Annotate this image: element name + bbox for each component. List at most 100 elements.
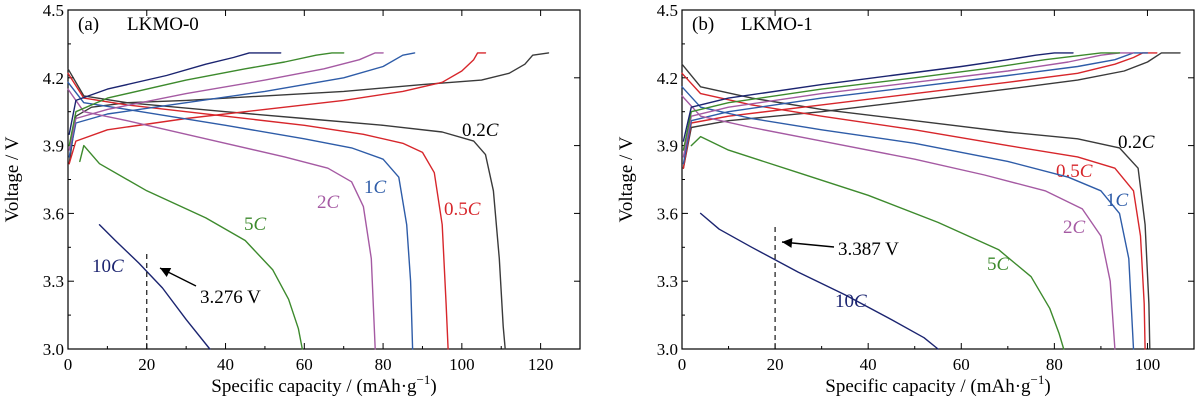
series-label-10C: 10C bbox=[92, 256, 124, 277]
series-label-unit: C bbox=[997, 254, 1010, 275]
series-label-rate: 1 bbox=[364, 177, 374, 198]
series-label-rate: 0.5 bbox=[444, 199, 468, 220]
y-tick-label: 3.3 bbox=[43, 272, 64, 291]
x-tick-label: 80 bbox=[375, 355, 392, 374]
series-label-rate: 5 bbox=[987, 254, 997, 275]
y-tick-label: 3.3 bbox=[657, 272, 678, 291]
x-tick-label: 100 bbox=[449, 355, 475, 374]
series-label-2C: 2C bbox=[317, 192, 340, 213]
y-axis-label: Voltage / V bbox=[2, 136, 23, 222]
y-tick-label: 3.6 bbox=[657, 204, 678, 223]
series-label-unit: C bbox=[111, 256, 124, 277]
y-axis-label: Voltage / V bbox=[616, 136, 637, 222]
series-label-rate: 2 bbox=[1063, 217, 1073, 238]
series-0.2C-discharge-curve bbox=[67, 68, 506, 350]
series-0.2C-charge-curve bbox=[682, 52, 1181, 169]
series-10C-discharge-curve bbox=[699, 212, 939, 350]
series-2C-charge-curve bbox=[682, 52, 1135, 158]
plot-frame bbox=[681, 9, 1195, 350]
series-5C-charge-curve bbox=[682, 52, 1121, 151]
series-0.5C-charge-curve bbox=[68, 52, 487, 165]
series-label-unit: C bbox=[1073, 217, 1086, 238]
y-tick-label: 3.0 bbox=[43, 340, 64, 359]
series-label-5C: 5C bbox=[987, 254, 1010, 275]
x-tick-label: 40 bbox=[217, 355, 234, 374]
series-2C-charge-curve bbox=[68, 52, 384, 151]
series-label-unit: C bbox=[1116, 190, 1129, 211]
series-label-rate: 2 bbox=[317, 192, 327, 213]
series-label-rate: 5 bbox=[244, 214, 254, 235]
series-label-1C: 1C bbox=[1106, 190, 1129, 211]
series-0.2C-discharge-curve bbox=[681, 63, 1151, 350]
x-tick-label: 0 bbox=[678, 355, 687, 374]
series-10C-charge-curve bbox=[682, 52, 1074, 142]
x-tick-label: 20 bbox=[767, 355, 784, 374]
x-tick-label: 60 bbox=[296, 355, 313, 374]
x-tick-label: 100 bbox=[1135, 355, 1161, 374]
y-tick-label: 3.0 bbox=[657, 340, 678, 359]
series-label-rate: 0.2 bbox=[1118, 132, 1142, 153]
series-0.2C-charge-curve bbox=[68, 52, 550, 165]
series-label-5C: 5C bbox=[244, 214, 267, 235]
series-label-0.5C: 0.5C bbox=[444, 199, 481, 220]
series-label-rate: 0.2 bbox=[462, 120, 486, 141]
x-axis-label: Specific capacity / (mAh·g−1) bbox=[211, 372, 436, 397]
x-axis-label-main: Specific capacity / (mAh·g bbox=[211, 376, 417, 397]
annotation-arrowhead bbox=[160, 268, 172, 277]
x-axis-label-superscript: −1 bbox=[417, 372, 431, 387]
series-0.5C-discharge-curve bbox=[681, 72, 1146, 350]
series-label-unit: C bbox=[1142, 132, 1155, 153]
series-1C-charge-curve bbox=[682, 52, 1149, 165]
x-tick-label: 0 bbox=[64, 355, 73, 374]
x-axis-label-end: ) bbox=[1044, 376, 1050, 397]
y-tick-label: 4.5 bbox=[43, 1, 64, 20]
series-label-rate: 1 bbox=[1106, 190, 1116, 211]
series-label-unit: C bbox=[254, 214, 267, 235]
series-label-unit: C bbox=[327, 192, 340, 213]
series-label-1C: 1C bbox=[364, 177, 387, 198]
series-label-0.5C: 0.5C bbox=[1056, 161, 1093, 182]
series-1C-discharge-curve bbox=[681, 86, 1135, 350]
y-tick-label: 3.9 bbox=[43, 137, 64, 156]
x-tick-label: 60 bbox=[953, 355, 970, 374]
annotation-text: 3.387 V bbox=[838, 239, 899, 260]
annotation-arrowhead bbox=[782, 237, 793, 248]
series-label-0.2C: 0.2C bbox=[1118, 132, 1155, 153]
series-label-rate: 0.5 bbox=[1056, 161, 1080, 182]
panel-label: (b) bbox=[692, 14, 714, 35]
series-label-unit: C bbox=[486, 120, 499, 141]
series-0.5C-charge-curve bbox=[682, 52, 1158, 169]
x-axis-label-superscript: −1 bbox=[1031, 372, 1045, 387]
series-10C-discharge-curve bbox=[98, 223, 211, 350]
x-tick-label: 120 bbox=[528, 355, 554, 374]
y-tick-label: 3.6 bbox=[43, 204, 64, 223]
x-tick-label: 40 bbox=[860, 355, 877, 374]
series-label-unit: C bbox=[374, 177, 387, 198]
series-10C-charge-curve bbox=[68, 52, 282, 136]
x-tick-label: 20 bbox=[138, 355, 155, 374]
series-1C-discharge-curve bbox=[67, 81, 414, 350]
series-label-0.2C: 0.2C bbox=[462, 120, 499, 141]
y-tick-label: 4.2 bbox=[657, 69, 678, 88]
annotation-text: 3.276 V bbox=[200, 287, 261, 308]
plot-frame bbox=[67, 9, 581, 350]
y-tick-label: 4.2 bbox=[43, 69, 64, 88]
x-axis-label: Specific capacity / (mAh·g−1) bbox=[825, 372, 1050, 397]
series-5C-discharge-curve bbox=[79, 144, 303, 350]
x-tick-label: 80 bbox=[1046, 355, 1063, 374]
series-label-2C: 2C bbox=[1063, 217, 1086, 238]
y-tick-label: 3.9 bbox=[657, 137, 678, 156]
series-label-unit: C bbox=[468, 199, 481, 220]
panel-title: LKMO-0 bbox=[127, 14, 199, 35]
series-5C-discharge-curve bbox=[690, 135, 1065, 350]
series-label-rate: 10 bbox=[835, 291, 854, 312]
series-label-unit: C bbox=[1080, 161, 1093, 182]
panel-title: LKMO-1 bbox=[741, 14, 813, 35]
x-axis-label-main: Specific capacity / (mAh·g bbox=[825, 376, 1031, 397]
series-2C-discharge-curve bbox=[681, 95, 1116, 350]
series-0.5C-discharge-curve bbox=[67, 72, 449, 350]
series-5C-charge-curve bbox=[68, 52, 345, 147]
series-label-10C: 10C bbox=[835, 291, 867, 312]
y-tick-label: 4.5 bbox=[657, 1, 678, 20]
